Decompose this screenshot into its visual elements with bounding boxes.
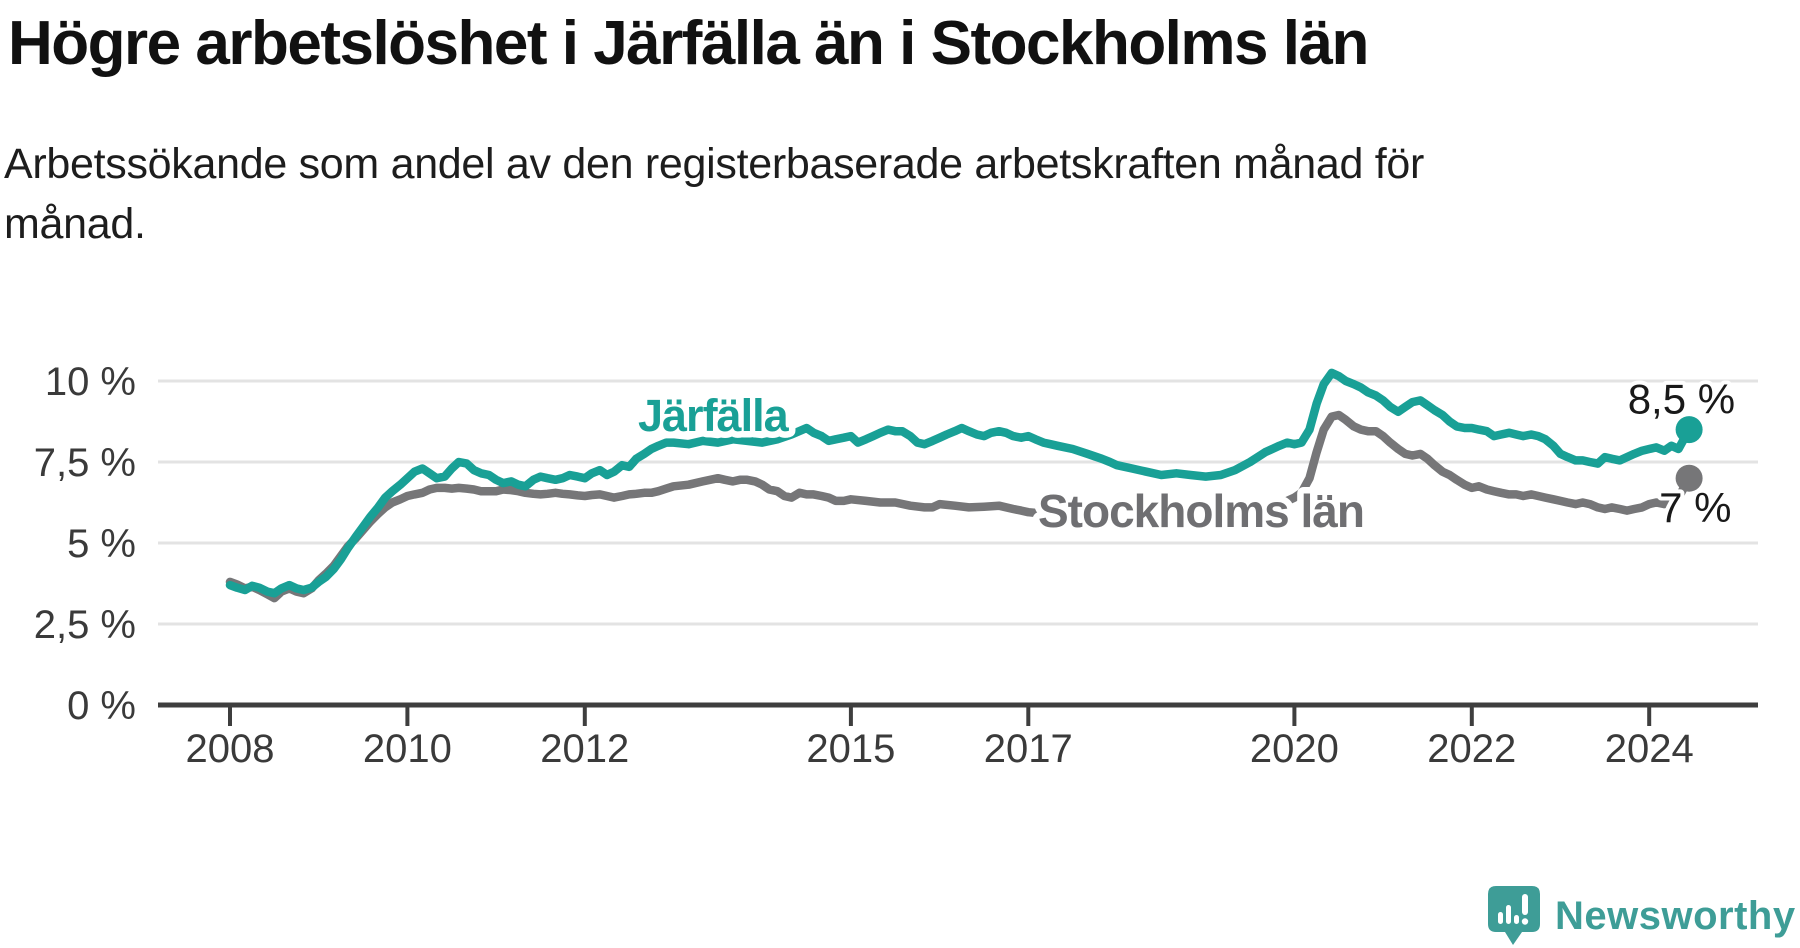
- x-axis-tick-label: 2008: [186, 727, 275, 771]
- y-axis-tick-label: 2,5 %: [34, 603, 136, 647]
- end-value-label-jarfalla: 8,5 %: [1628, 376, 1735, 423]
- page-title: Högre arbetslöshet i Järfälla än i Stock…: [8, 9, 1369, 78]
- y-axis-tick-label: 10 %: [45, 360, 136, 404]
- end-dot-jarfalla: [1675, 416, 1703, 444]
- series-line-jarfalla: [225, 368, 1694, 598]
- x-axis-tick-label: 2020: [1250, 727, 1339, 771]
- x-axis-tick-label: 2017: [984, 727, 1073, 771]
- end-dot-stockholms-lan: [1675, 464, 1703, 492]
- series-label-jarfalla: Järfälla: [638, 390, 790, 441]
- x-axis-tick-label: 2024: [1605, 727, 1694, 771]
- y-axis-tick-label: 0 %: [67, 684, 136, 728]
- x-axis-tick-label: 2022: [1427, 727, 1516, 771]
- newsworthy-chart-icon: [1488, 886, 1540, 945]
- series-label-stockholms-lan: Stockholms län: [1038, 485, 1364, 537]
- y-axis-tick-label: 7,5 %: [34, 441, 136, 485]
- x-axis-tick-label: 2015: [806, 727, 895, 771]
- newsworthy-wordmark: Newsworthy: [1555, 894, 1796, 938]
- series-line-stockholms-lan: [225, 410, 1694, 603]
- chart-subtitle: Arbetssökande som andel av den registerb…: [4, 140, 1425, 249]
- x-axis-tick-label: 2012: [540, 727, 629, 771]
- end-value-label-stockholms-lan: 7 %: [1659, 484, 1731, 531]
- x-axis-tick-label: 2010: [363, 727, 452, 771]
- y-axis-tick-label: 5 %: [67, 522, 136, 566]
- newsworthy-logo: Newsworthy: [1488, 886, 1796, 946]
